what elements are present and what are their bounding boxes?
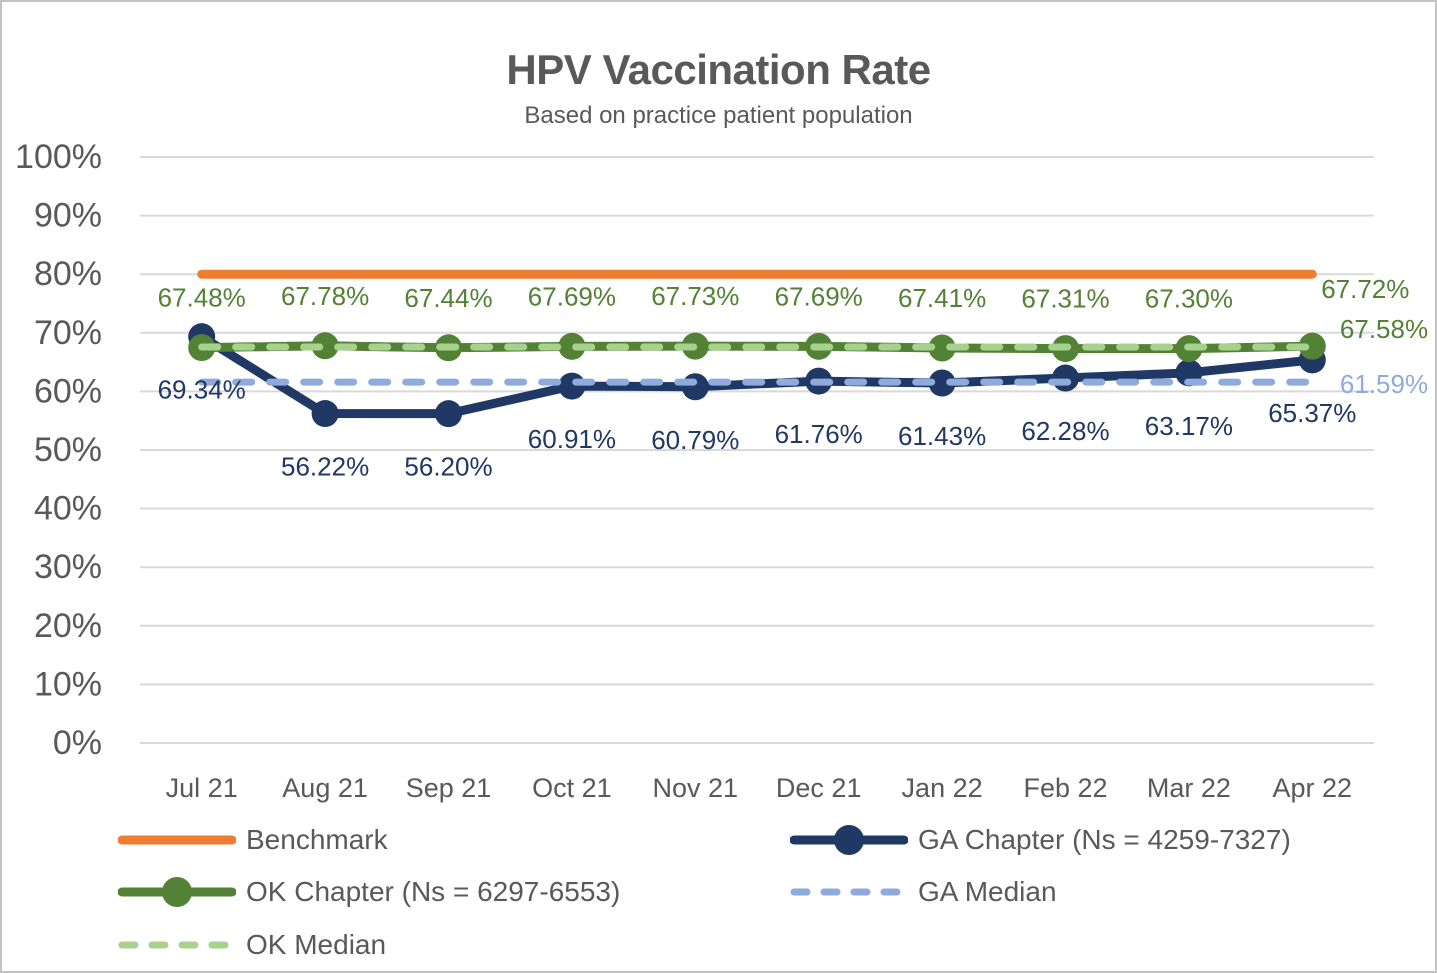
x-axis-labels: Jul 21 Aug 21 Sep 21 Oct 21 Nov 21 Dec 21 Jan … <box>166 773 1352 803</box>
svg-text:60.91%: 60.91% <box>528 424 616 454</box>
svg-text:40%: 40% <box>34 490 102 528</box>
gridlines <box>140 156 1374 744</box>
svg-text:69.34%: 69.34% <box>158 375 246 405</box>
legend-label-ok-chapter: OK Chapter (Ns = 6297-6553) <box>246 876 621 907</box>
svg-text:56.22%: 56.22% <box>281 452 369 482</box>
legend-item-ga-chapter: GA Chapter (Ns = 4259-7327) <box>790 822 1291 858</box>
data-labels-ok-median: 67.58% <box>1340 314 1428 344</box>
svg-text:90%: 90% <box>34 197 102 235</box>
svg-text:Sep 21: Sep 21 <box>406 773 492 803</box>
svg-text:63.17%: 63.17% <box>1145 411 1233 441</box>
svg-text:67.44%: 67.44% <box>404 283 492 313</box>
data-labels-ok-chapter-ns-6297-6553: 67.48% 67.78% 67.44% 67.69% 67.73% 67.69% 67.4… <box>158 274 1410 313</box>
legend-item-benchmark: Benchmark <box>118 822 388 858</box>
svg-text:Oct 21: Oct 21 <box>532 773 612 803</box>
svg-text:61.43%: 61.43% <box>898 421 986 451</box>
svg-text:100%: 100% <box>15 138 102 176</box>
svg-text:67.73%: 67.73% <box>651 281 739 311</box>
svg-text:60%: 60% <box>34 372 102 410</box>
svg-text:61.59%: 61.59% <box>1340 369 1428 399</box>
legend-label-ga-median: GA Median <box>918 876 1057 907</box>
svg-text:67.69%: 67.69% <box>775 281 863 311</box>
svg-text:Mar 22: Mar 22 <box>1147 773 1231 803</box>
svg-text:Dec 21: Dec 21 <box>776 773 862 803</box>
svg-text:67.31%: 67.31% <box>1021 284 1109 314</box>
svg-text:67.41%: 67.41% <box>898 283 986 313</box>
y-axis-labels: 0% 10% 20% 30% 40% 50% 60% 70% 80% 90% 100% <box>15 138 102 762</box>
svg-text:80%: 80% <box>34 255 102 293</box>
chart-title: HPV Vaccination Rate <box>506 46 931 93</box>
svg-text:Jan 22: Jan 22 <box>902 773 983 803</box>
svg-text:20%: 20% <box>34 607 102 645</box>
legend-marker-ga-chapter <box>790 825 908 855</box>
svg-text:10%: 10% <box>34 665 102 703</box>
legend-item-ga-median: GA Median <box>790 874 1057 910</box>
legend-marker-benchmark <box>118 835 236 845</box>
svg-text:65.37%: 65.37% <box>1268 398 1356 428</box>
legend-label-benchmark: Benchmark <box>246 824 388 855</box>
svg-text:30%: 30% <box>34 548 102 586</box>
svg-text:Nov 21: Nov 21 <box>653 773 739 803</box>
svg-text:Jul 21: Jul 21 <box>166 773 238 803</box>
svg-text:50%: 50% <box>34 431 102 469</box>
svg-text:Feb 22: Feb 22 <box>1023 773 1107 803</box>
legend-marker-ok-chapter <box>118 877 236 907</box>
svg-text:0%: 0% <box>53 724 102 762</box>
svg-text:61.76%: 61.76% <box>775 419 863 449</box>
legend-item-ok-chapter: OK Chapter (Ns = 6297-6553) <box>118 874 620 910</box>
svg-text:Aug 21: Aug 21 <box>282 773 368 803</box>
svg-text:67.69%: 67.69% <box>528 281 616 311</box>
chart-subtitle: Based on practice patient population <box>524 102 913 129</box>
svg-text:67.30%: 67.30% <box>1145 284 1233 314</box>
svg-text:67.72%: 67.72% <box>1321 274 1409 304</box>
legend-label-ga-chapter: GA Chapter (Ns = 4259-7327) <box>918 824 1291 855</box>
data-labels-ga-median: 61.59% <box>1340 369 1428 399</box>
svg-text:67.78%: 67.78% <box>281 281 369 311</box>
svg-text:60.79%: 60.79% <box>651 425 739 455</box>
svg-text:67.58%: 67.58% <box>1340 314 1428 344</box>
svg-text:67.48%: 67.48% <box>158 283 246 313</box>
svg-text:Apr 22: Apr 22 <box>1273 773 1353 803</box>
legend-marker-ok-median <box>118 941 236 949</box>
legend-marker-ga-median <box>790 888 908 896</box>
legend-item-ok-median: OK Median <box>118 927 386 963</box>
data-labels-ga-chapter-ns-4259-7327: 69.34% 56.22% 56.20% 60.91% 60.79% 61.76% 61.4… <box>158 375 1357 482</box>
svg-text:70%: 70% <box>34 314 102 352</box>
svg-text:56.20%: 56.20% <box>404 452 492 482</box>
svg-text:62.28%: 62.28% <box>1021 416 1109 446</box>
legend-label-ok-median: OK Median <box>246 929 387 960</box>
